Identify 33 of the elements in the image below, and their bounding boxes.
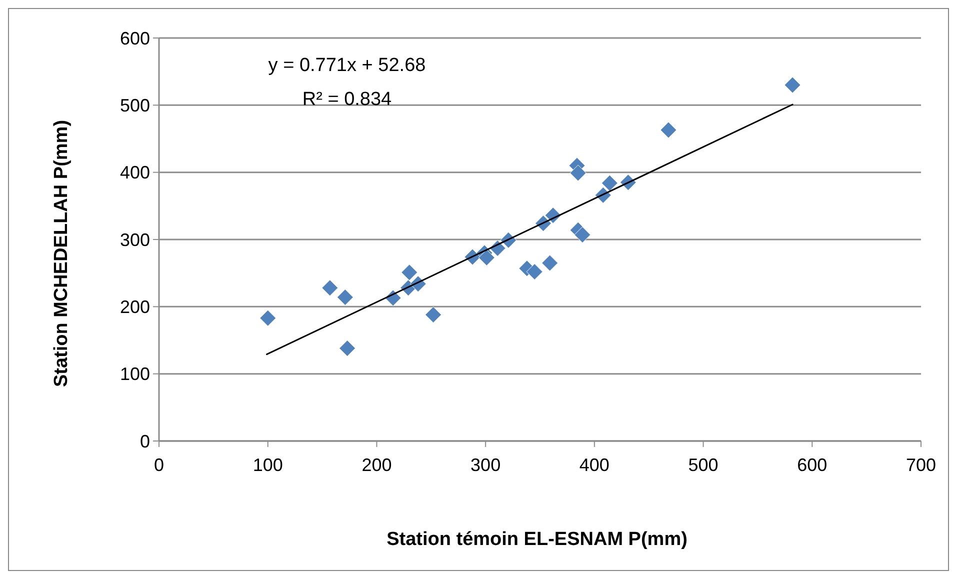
x-tick-label: 200	[362, 455, 392, 475]
x-tick-label: 400	[579, 455, 610, 475]
annotation: R² = 0.834	[302, 89, 392, 110]
y-tick-label: 400	[120, 162, 150, 183]
y-tick-label: 0	[140, 431, 150, 452]
y-axis-title: Station MCHEDELLAH P(mm)	[51, 120, 72, 388]
x-tick-label: 700	[906, 455, 936, 475]
point	[570, 164, 586, 182]
annotation: y = 0.771x + 52.68	[268, 55, 426, 76]
point	[660, 122, 677, 138]
y-tick-label: 500	[120, 95, 150, 116]
point	[339, 340, 356, 357]
x-tick-label: 500	[688, 455, 718, 475]
point	[601, 174, 618, 192]
point	[784, 76, 801, 94]
point	[322, 280, 338, 296]
x-tick-label: 600	[797, 455, 828, 475]
point	[401, 264, 418, 281]
y-tick-label: 300	[120, 230, 150, 250]
point	[526, 263, 543, 280]
point	[336, 289, 354, 306]
point	[260, 310, 276, 326]
y-tick-label: 100	[120, 364, 150, 384]
point	[542, 254, 558, 272]
y-tick-label: 200	[120, 296, 150, 317]
x-tick-label: 0	[154, 455, 164, 475]
x-axis-title: Station témoin EL-ESNAM P(mm)	[386, 529, 688, 550]
x-tick-label: 100	[252, 455, 283, 475]
point	[574, 226, 591, 244]
point	[478, 249, 495, 266]
x-tick-label: 300	[470, 455, 501, 475]
y-tick-label: 600	[120, 28, 150, 48]
point	[425, 306, 442, 323]
